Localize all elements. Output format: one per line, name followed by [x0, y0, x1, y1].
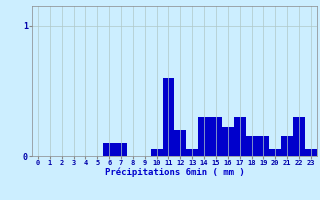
Bar [198, 117, 210, 156]
Bar [269, 149, 281, 156]
Bar [222, 127, 234, 156]
Bar [151, 149, 163, 156]
Bar [210, 117, 222, 156]
Bar [103, 143, 115, 156]
Bar [174, 130, 186, 156]
Bar [246, 136, 258, 156]
X-axis label: Précipitations 6min ( mm ): Précipitations 6min ( mm ) [105, 168, 244, 177]
Bar [281, 136, 293, 156]
Bar [115, 143, 127, 156]
Bar [305, 149, 317, 156]
Bar [186, 149, 198, 156]
Bar [163, 78, 174, 156]
Bar [293, 117, 305, 156]
Bar [258, 136, 269, 156]
Bar [234, 117, 246, 156]
